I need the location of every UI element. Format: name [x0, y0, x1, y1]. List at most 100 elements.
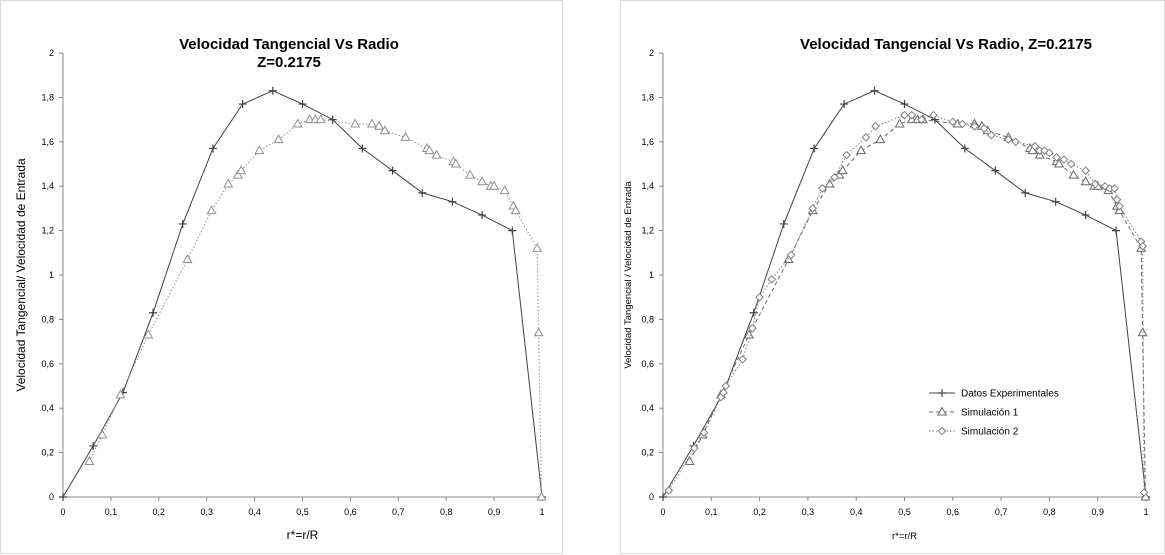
series-3-point	[1030, 141, 1040, 151]
series-2-point	[824, 178, 835, 188]
series-1-point	[388, 166, 397, 175]
y-axis-label: Velocidad Tangencial / Velocidad de Entr…	[623, 181, 634, 369]
series-3-point	[1066, 159, 1076, 169]
series-2-point	[379, 125, 390, 135]
series-1-point	[1051, 197, 1060, 206]
series-1-point	[268, 86, 277, 95]
x-tick-label: 0,9	[1091, 507, 1104, 517]
series-1-point	[298, 100, 307, 109]
y-axis-label: Velocidad Tangencial/ Velocidad de Entra…	[14, 158, 28, 392]
series-2-point	[115, 389, 126, 399]
chart-right-svg: 0 0,1 0,2 0,3 0,4 0,5 0,6 0,7 0,8 0,9 1 0 0,2 0,4 0,6 0…	[623, 36, 1151, 542]
x-tick-label: 0,4	[248, 507, 261, 517]
x-tick-label: 0,5	[898, 507, 911, 517]
x-tick-label: 0	[660, 507, 665, 517]
x-tick-label: 1	[1143, 507, 1148, 517]
series-3-point	[1110, 184, 1119, 193]
series-2-point	[273, 134, 284, 144]
legend-swatch-marker	[938, 389, 946, 397]
series-3-point	[871, 121, 880, 131]
x-tick-label: 0,1	[705, 507, 718, 517]
x-tick-label: 0,3	[802, 507, 815, 517]
series-1-line	[662, 90, 1147, 498]
series-3-point	[664, 486, 674, 495]
x-tick-label: 0,7	[995, 507, 1008, 517]
series-2-point	[894, 118, 905, 128]
series-2-point	[143, 329, 154, 339]
chart-title: Velocidad Tangencial Vs Radio, Z=0.2175	[800, 36, 1092, 53]
series-3-point	[830, 173, 839, 182]
series-2-point	[1137, 327, 1148, 337]
series-1-point	[448, 197, 457, 206]
series-1-point	[870, 86, 879, 95]
series-3-point	[1011, 137, 1020, 147]
series-3-point	[1090, 179, 1100, 189]
series-2-point	[875, 134, 886, 144]
series-2-point	[450, 158, 461, 168]
series-1-point	[208, 144, 217, 153]
series-1-point	[328, 115, 337, 124]
x-tick-label: 0,6	[344, 507, 357, 517]
y-tick-label: 1,6	[641, 137, 654, 147]
series-3-point	[818, 184, 827, 193]
series-3-point	[917, 115, 926, 124]
y-tick-label: 0	[49, 492, 54, 502]
series-3-point	[979, 124, 989, 133]
y-tick-label: 0,8	[41, 314, 54, 324]
series-2-point	[182, 253, 193, 263]
series-3-point	[1004, 135, 1013, 144]
series-2-point	[1068, 169, 1079, 179]
y-tick-label: 1,8	[641, 92, 654, 102]
series-2-point	[374, 120, 385, 130]
series-2-point	[400, 131, 411, 141]
series-3-point	[699, 428, 709, 437]
y-tick-label: 0,4	[641, 403, 654, 413]
x-tick-label: 0,4	[850, 507, 863, 517]
y-tick-label: 0,6	[641, 359, 654, 369]
x-tick-label: 0,8	[1043, 507, 1056, 517]
x-tick-label: 1	[539, 507, 544, 517]
series-1-point	[960, 144, 969, 153]
x-tick-label: 0,2	[753, 507, 766, 517]
series-1-point	[149, 308, 158, 317]
series-2-point	[1140, 491, 1151, 501]
series-3-point	[861, 133, 871, 142]
series-3-point	[738, 355, 748, 364]
series-3-point	[1115, 201, 1124, 211]
series-1-point	[1081, 211, 1090, 220]
series-1-point	[508, 226, 517, 235]
series-3-point	[1112, 195, 1122, 204]
series-1-point	[478, 211, 487, 220]
y-tick-label: 2	[49, 48, 54, 58]
series-1-point	[418, 188, 427, 197]
series-3-point	[929, 110, 938, 120]
series-1-point	[659, 493, 667, 501]
series-2-point	[533, 327, 544, 337]
series-2-point	[1080, 176, 1091, 186]
series-3-point	[755, 292, 764, 302]
series-2-point	[350, 118, 361, 128]
x-axis-label: r*=r/R	[892, 531, 917, 542]
series-2-point	[499, 185, 510, 195]
series-1-point	[840, 100, 849, 109]
series-3-point	[808, 204, 818, 213]
series-3-point	[958, 119, 967, 129]
series-3-point	[970, 121, 979, 131]
series-2-point	[1054, 158, 1065, 168]
series-3-point	[948, 117, 958, 127]
series-2-point	[97, 429, 108, 439]
legend-swatch-marker	[937, 426, 947, 436]
series-2-point	[223, 178, 234, 188]
series-2-point	[84, 455, 95, 465]
y-tick-label: 0,6	[41, 359, 54, 369]
y-tick-label: 0	[649, 492, 654, 502]
series-2-point	[232, 169, 243, 179]
legend-label: Datos Experimentales	[961, 389, 1059, 400]
chart-subtitle: Z=0.2175	[257, 54, 321, 71]
legend-label: Simulación 2	[961, 427, 1019, 438]
x-tick-label: 0,6	[947, 507, 960, 517]
series-3-point	[907, 110, 917, 120]
y-tick-label: 2	[649, 48, 654, 58]
series-1-point	[358, 144, 367, 153]
series-3-point	[1139, 488, 1149, 497]
